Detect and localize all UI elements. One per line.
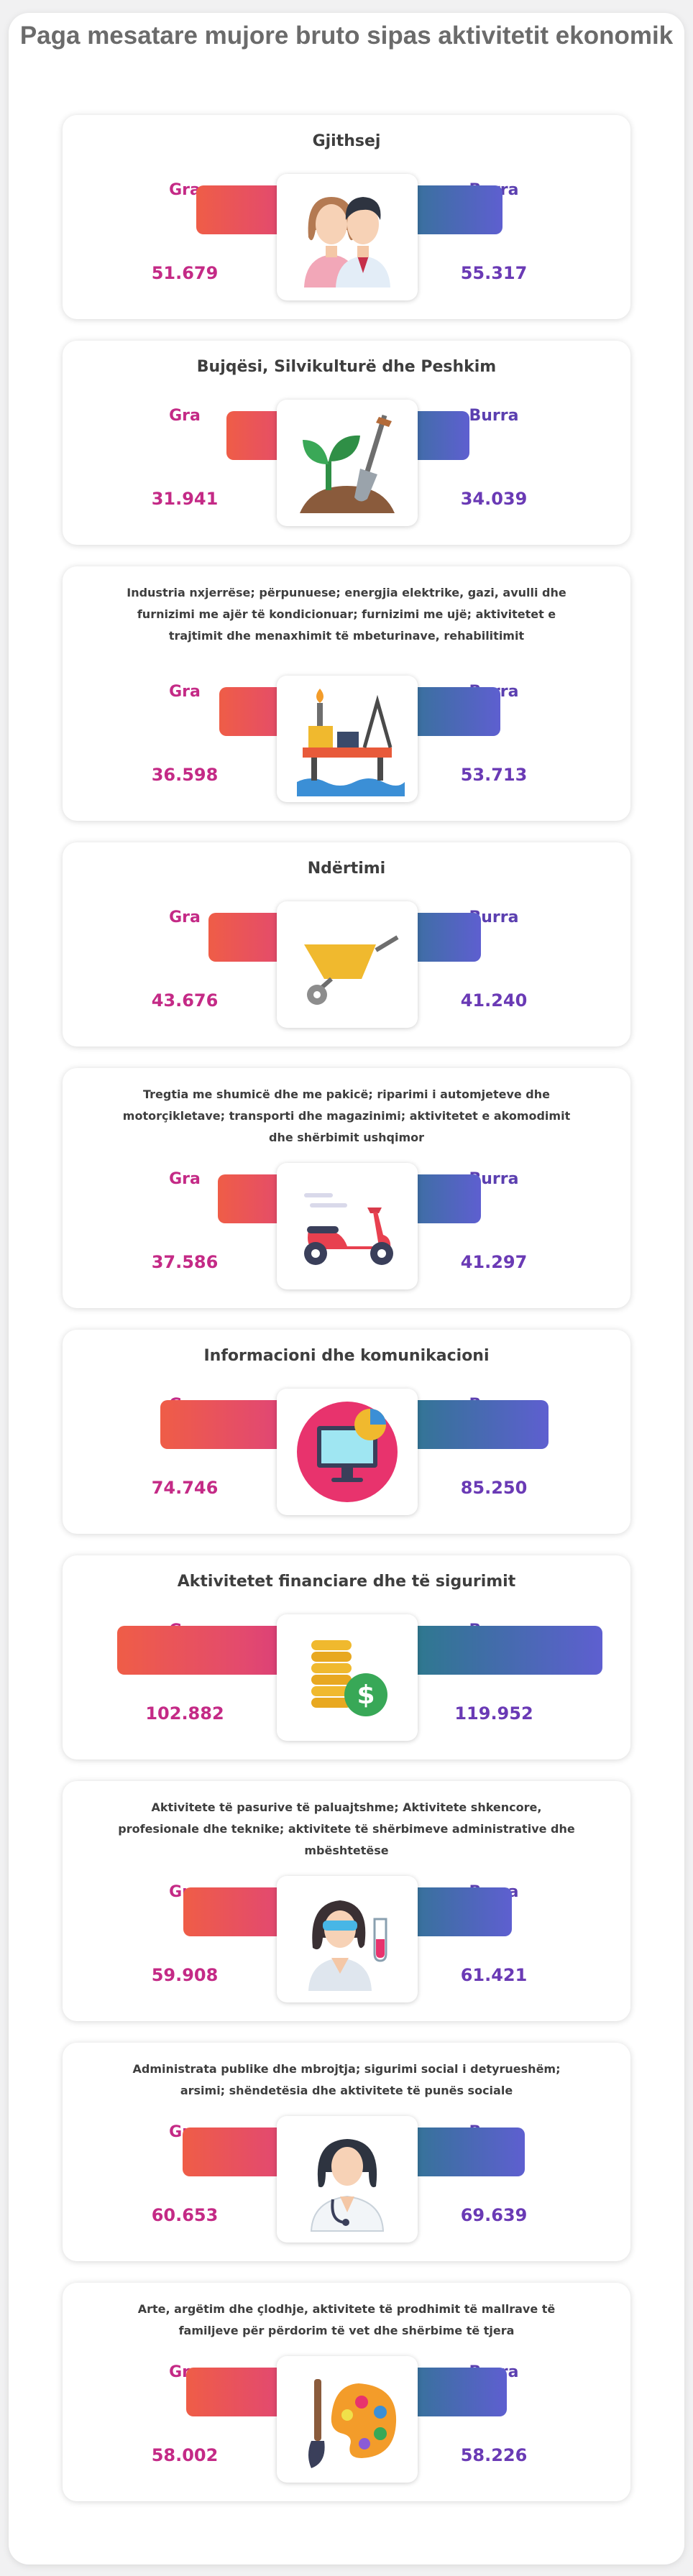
- gra-label: Gra: [169, 407, 201, 425]
- burra-value: 34.039: [460, 489, 528, 509]
- gra-value: 31.941: [151, 489, 219, 509]
- burra-value: 61.421: [460, 1965, 528, 1985]
- card-ndertimi: Ndërtimi Gra Burra 43.676 41.240: [63, 842, 630, 1046]
- svg-text:$: $: [357, 1680, 375, 1710]
- gra-label: Gra: [169, 683, 201, 701]
- category-icon-box: [277, 400, 418, 526]
- gra-value: 74.746: [151, 1478, 219, 1498]
- burra-value: 41.240: [460, 990, 528, 1011]
- card-title: Aktivitete të pasurive të paluajtshme; A…: [118, 1800, 575, 1857]
- category-icon-box: [277, 174, 418, 300]
- wheelbarrow-icon: [304, 935, 399, 1005]
- burra-value: 53.713: [460, 765, 528, 785]
- card-arte: Arte, argëtim dhe çlodhje, aktivitete të…: [63, 2283, 630, 2501]
- burra-value: 58.226: [460, 2445, 528, 2465]
- category-icon-box: [277, 2356, 418, 2483]
- category-icon-box: [277, 1163, 418, 1289]
- gra-value: 37.586: [151, 1252, 219, 1272]
- card-title: Administrata publike dhe mbrojtja; sigur…: [132, 2062, 561, 2097]
- card-title: Ndërtimi: [307, 860, 386, 878]
- gra-value: 59.908: [151, 1965, 219, 1985]
- card-title: Gjithsej: [312, 132, 381, 150]
- coins-dollar-icon: $: [311, 1640, 387, 1716]
- gra-label: Gra: [169, 1170, 201, 1188]
- burra-value: 41.297: [460, 1252, 528, 1272]
- gra-label: Gra: [169, 908, 201, 926]
- oil-platform-icon: [297, 689, 405, 796]
- card-bujqesi: Bujqësi, Silvikulturë dhe Peshkim Gra Bu…: [63, 341, 630, 545]
- burra-label: Burra: [469, 407, 519, 425]
- card-gjithsej: Gjithsej Gra Burra 51.679 55.317: [63, 115, 630, 319]
- gra-label: Gra: [169, 181, 201, 199]
- gra-value: 58.002: [151, 2445, 219, 2465]
- card-title: Informacioni dhe komunikacioni: [203, 1347, 490, 1365]
- card-title: Industria nxjerrëse; përpunuese; energji…: [127, 586, 566, 643]
- card-industria: Industria nxjerrëse; përpunuese; energji…: [63, 566, 630, 821]
- burra-value: 69.639: [460, 2205, 528, 2225]
- gra-value: 36.598: [151, 765, 219, 785]
- card-financiare: Aktivitetet financiare dhe të sigurimit …: [63, 1555, 630, 1760]
- scientist-icon: [308, 1900, 387, 1991]
- burra-value: 85.250: [460, 1478, 528, 1498]
- gra-value: 43.676: [151, 990, 219, 1011]
- doctor-icon: [310, 2139, 385, 2232]
- gra-value: 51.679: [151, 263, 219, 283]
- monitor-chart-icon: [297, 1402, 398, 1502]
- card-title: Arte, argëtim dhe çlodhje, aktivitete të…: [137, 2302, 556, 2337]
- card-informacioni: Informacioni dhe komunikacioni Gra Burra…: [63, 1330, 630, 1534]
- gra-value: 60.653: [151, 2205, 219, 2225]
- palette-icon: [308, 2379, 397, 2468]
- card-title: Bujqësi, Silvikulturë dhe Peshkim: [196, 358, 497, 376]
- category-icon-box: $: [277, 1614, 418, 1741]
- burra-value: 119.952: [454, 1703, 533, 1724]
- couple-icon: [304, 197, 390, 288]
- card-title: Aktivitetet financiare dhe të sigurimit: [177, 1573, 516, 1591]
- gra-value: 102.882: [145, 1703, 224, 1724]
- category-icon-box: [277, 1389, 418, 1515]
- card-title: Tregtia me shumicë dhe me pakicë; ripari…: [122, 1087, 571, 1144]
- category-icon-box: [277, 2116, 418, 2242]
- scooter-icon: [304, 1193, 393, 1265]
- category-icon-box: [277, 676, 418, 802]
- page-title: Paga mesatare mujore bruto sipas aktivit…: [19, 22, 674, 50]
- card-pasurite: Aktivitete të pasurive të paluajtshme; A…: [63, 1781, 630, 2021]
- plant-shovel-icon: [300, 414, 395, 513]
- category-icon-box: [277, 901, 418, 1028]
- card-administrata: Administrata publike dhe mbrojtja; sigur…: [63, 2043, 630, 2261]
- burra-value: 55.317: [460, 263, 528, 283]
- card-tregtia: Tregtia me shumicë dhe me pakicë; ripari…: [63, 1068, 630, 1308]
- category-icon-box: [277, 1876, 418, 2002]
